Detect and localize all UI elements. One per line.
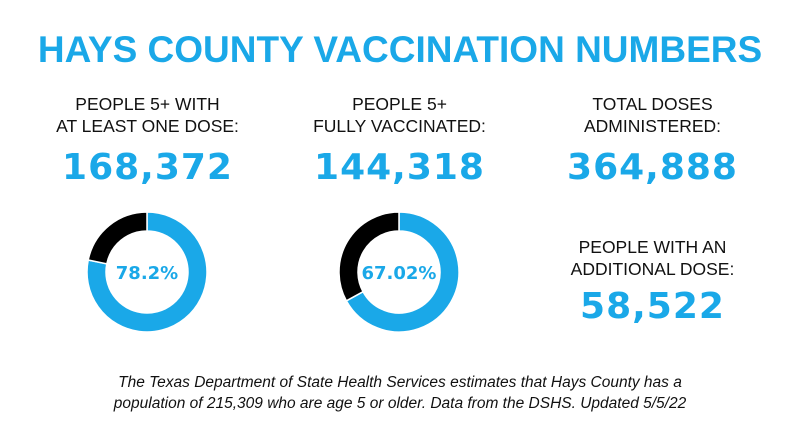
footnote-line: The Texas Department of State Health Ser…: [118, 374, 682, 391]
stat-label-additional-dose: PEOPLE WITH AN ADDITIONAL DOSE:: [535, 236, 770, 280]
donut-chart-one-dose: 78.2%: [86, 211, 208, 333]
stat-value-total-doses: 364,888: [567, 147, 738, 188]
footnote: The Texas Department of State Health Ser…: [0, 372, 800, 414]
donut-center-label: 78.2%: [116, 263, 178, 284]
stat-label-total-doses: TOTAL DOSES ADMINISTERED:: [535, 93, 770, 137]
label-line: PEOPLE WITH AN: [578, 237, 727, 257]
donut-slice-remainder: [87, 211, 148, 265]
donut-slice-vaccinated: [345, 211, 460, 333]
stat-value-fully-vaccinated: 144,318: [314, 147, 485, 188]
label-line: TOTAL DOSES: [592, 94, 713, 114]
page-title: HAYS COUNTY VACCINATION NUMBERS: [37, 29, 763, 70]
label-line: AT LEAST ONE DOSE:: [56, 116, 239, 136]
donut-slice-vaccinated: [86, 211, 208, 333]
stat-value-one-dose: 168,372: [62, 147, 233, 188]
donut-slice-remainder: [338, 211, 400, 302]
footnote-line: population of 215,309 who are age 5 or o…: [113, 395, 687, 412]
label-line: ADDITIONAL DOSE:: [570, 259, 735, 279]
label-line: PEOPLE 5+: [352, 94, 447, 114]
stat-value-additional-dose: 58,522: [580, 286, 725, 327]
stat-label-fully-vaccinated: PEOPLE 5+ FULLY VACCINATED:: [282, 93, 517, 137]
donut-chart-fully-vaccinated: 67.02%: [338, 211, 460, 333]
stat-label-one-dose: PEOPLE 5+ WITH AT LEAST ONE DOSE:: [30, 93, 265, 137]
donut-center-label: 67.02%: [362, 263, 437, 284]
label-line: PEOPLE 5+ WITH: [75, 94, 220, 114]
page-title-row: HAYS COUNTY VACCINATION NUMBERS: [0, 28, 800, 72]
label-line: ADMINISTERED:: [583, 116, 722, 136]
label-line: FULLY VACCINATED:: [313, 116, 486, 136]
